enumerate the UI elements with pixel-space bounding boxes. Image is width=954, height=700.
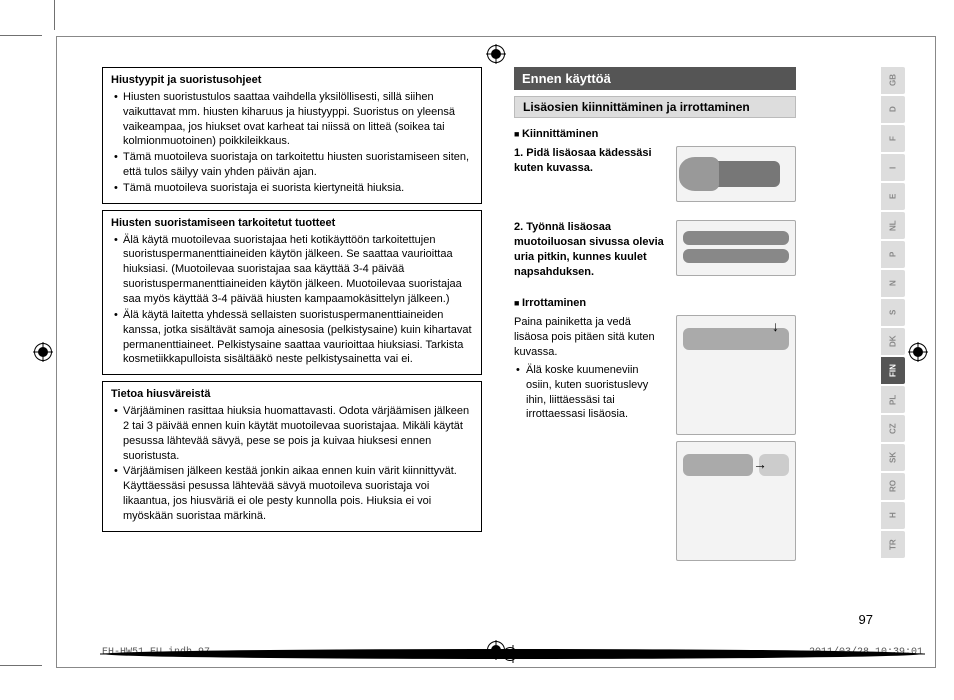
list-item: Hiusten suoristustulos saattaa vaihdella… (111, 90, 473, 149)
step-1: 1. Pidä lisäosaa kädessäsi kuten kuvassa… (514, 146, 796, 202)
info-box-hair-types: Hiustyypit ja suoristusohjeet Hiusten su… (102, 67, 482, 204)
page: Hiustyypit ja suoristusohjeet Hiusten su… (56, 36, 936, 668)
step-2: 2. Työnnä lisäosaa muotoiluosan sivussa … (514, 220, 796, 279)
step-text: 1. Pidä lisäosaa kädessäsi kuten kuvassa… (514, 146, 666, 176)
subsection-header: Lisäosien kiinnittäminen ja irrottaminen (514, 96, 796, 118)
registration-mark-icon (34, 343, 52, 361)
lang-tab-pl[interactable]: PL (881, 386, 905, 413)
lang-tab-h[interactable]: H (881, 502, 905, 529)
detach-text: Paina painiketta ja vedä lisäosa pois pi… (514, 315, 666, 360)
box-title: Hiustyypit ja suoristusohjeet (111, 73, 473, 88)
sub-heading-detach: Irrottaminen (514, 297, 796, 309)
lang-tab-i[interactable]: I (881, 154, 905, 181)
box-title: Tietoa hiusväreistä (111, 387, 473, 402)
lang-tab-d[interactable]: D (881, 96, 905, 123)
info-box-products: Hiusten suoristamiseen tarkoitetut tuott… (102, 210, 482, 375)
box-title: Hiusten suoristamiseen tarkoitetut tuott… (111, 216, 473, 231)
illustration-press-button: ↓ (676, 315, 796, 435)
list-item: Älä käytä muotoilevaa suoristajaa heti k… (111, 233, 473, 307)
illustration-hold-attachment (676, 146, 796, 202)
language-sidebar: GBDFIENLPNSDKFINPLCZSKROHTR (810, 67, 905, 637)
right-column: Ennen käyttöä Lisäosien kiinnittäminen j… (514, 67, 796, 637)
lang-tab-cz[interactable]: CZ (881, 415, 905, 442)
section-header: Ennen käyttöä (514, 67, 796, 90)
lang-tab-gb[interactable]: GB (881, 67, 905, 94)
box-list: Värjääminen rasittaa hiuksia huomattavas… (111, 404, 473, 524)
lang-tab-s[interactable]: S (881, 299, 905, 326)
registration-mark-icon (909, 343, 927, 361)
left-column: Hiustyypit ja suoristusohjeet Hiusten su… (102, 67, 482, 637)
detach-row: Paina painiketta ja vedä lisäosa pois pi… (514, 315, 796, 561)
box-list: Hiusten suoristustulos saattaa vaihdella… (111, 90, 473, 196)
lang-tab-p[interactable]: P (881, 241, 905, 268)
illustration-slide-attachment (676, 220, 796, 276)
list-item: Värjäämisen jälkeen kestää jonkin aikaa … (111, 464, 473, 523)
registration-mark-icon (503, 647, 517, 661)
list-item: Älä käytä laitetta yhdessä sellaisten su… (111, 308, 473, 367)
step-text: 2. Työnnä lisäosaa muotoiluosan sivussa … (514, 220, 666, 279)
lang-tab-dk[interactable]: DK (881, 328, 905, 355)
lang-tab-n[interactable]: N (881, 270, 905, 297)
list-item: Tämä muotoileva suoristaja on tarkoitett… (111, 150, 473, 180)
lang-tab-nl[interactable]: NL (881, 212, 905, 239)
illustration-pull-attachment: → (676, 441, 796, 561)
detach-list: Älä koske kuumeneviin osiin, kuten suori… (514, 363, 666, 422)
print-footer: EH-HW51_EU.indb 97 2011/03/28 10:39:01 (102, 647, 923, 661)
lang-tab-tr[interactable]: TR (881, 531, 905, 558)
lang-tab-ro[interactable]: RO (881, 473, 905, 500)
page-number: 97 (859, 612, 873, 627)
list-item: Tämä muotoileva suoristaja ei suorista k… (111, 181, 473, 196)
lang-tab-sk[interactable]: SK (881, 444, 905, 471)
list-item: Värjääminen rasittaa hiuksia huomattavas… (111, 404, 473, 463)
lang-tab-fin[interactable]: FIN (881, 357, 905, 384)
info-box-hair-color: Tietoa hiusväreistä Värjääminen rasittaa… (102, 381, 482, 532)
lang-tab-f[interactable]: F (881, 125, 905, 152)
lang-tab-e[interactable]: E (881, 183, 905, 210)
box-list: Älä käytä muotoilevaa suoristajaa heti k… (111, 233, 473, 368)
registration-mark-icon (487, 45, 505, 63)
sub-heading-attach: Kiinnittäminen (514, 128, 796, 140)
language-tabs: GBDFIENLPNSDKFINPLCZSKROHTR (810, 67, 905, 558)
list-item: Älä koske kuumeneviin osiin, kuten suori… (514, 363, 666, 422)
